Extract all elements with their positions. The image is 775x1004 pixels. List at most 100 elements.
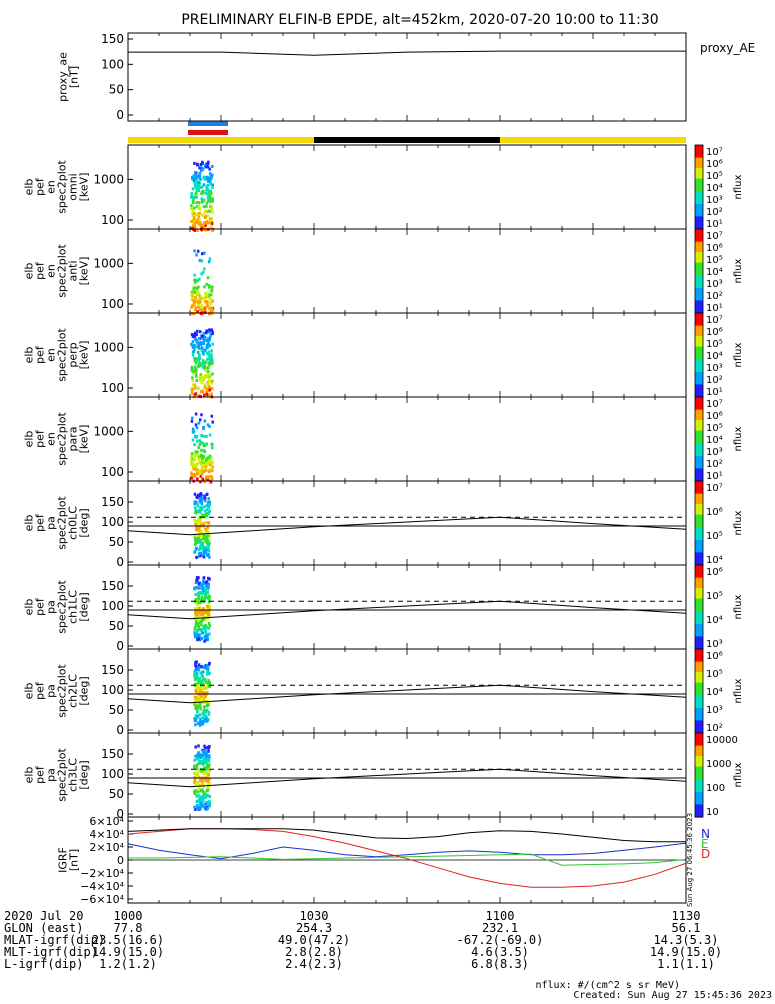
colorbar-cell xyxy=(695,722,703,726)
heat-cell xyxy=(207,459,211,463)
heat-cell xyxy=(210,414,214,418)
colorbar-cell xyxy=(695,329,703,333)
heat-cell xyxy=(198,258,202,262)
heat-cell xyxy=(206,366,210,370)
colorbar-cell xyxy=(695,577,703,581)
heat-cell xyxy=(194,715,198,719)
heat-cell xyxy=(200,381,204,385)
colorbar-cell xyxy=(695,424,703,427)
colorbar-cell xyxy=(695,373,703,377)
colorbar-cell xyxy=(695,382,703,385)
heat-cell xyxy=(192,332,195,336)
colorbar-cell xyxy=(695,756,703,759)
heat-cell xyxy=(196,205,199,209)
heat-cell xyxy=(209,463,212,467)
heat-cell xyxy=(195,462,199,466)
heat-cell xyxy=(204,686,208,690)
heat-cell xyxy=(191,438,195,442)
heat-cell xyxy=(194,412,198,416)
colorbar-cell xyxy=(695,235,703,238)
colorbar-cell xyxy=(695,636,703,640)
heat-cell xyxy=(211,186,214,190)
heat-cell xyxy=(191,379,195,383)
colorbar-cell xyxy=(695,745,703,749)
heat-cell xyxy=(196,386,200,390)
colorbar-cell xyxy=(695,514,703,518)
heat-cell xyxy=(193,331,197,335)
heat-cell xyxy=(208,344,211,348)
heat-cell xyxy=(194,192,197,196)
colorbar-cell xyxy=(695,743,703,747)
heat-cell xyxy=(203,443,207,447)
heat-cell xyxy=(210,476,214,480)
heat-cell xyxy=(197,291,201,295)
y-axis-label-line: ch2LC xyxy=(67,674,80,708)
heat-cell xyxy=(199,496,202,500)
colorbar-cell xyxy=(695,388,703,392)
heat-cell xyxy=(209,333,212,337)
y-axis-label-line: pef xyxy=(34,345,47,364)
heat-cell xyxy=(191,177,194,181)
heat-cell xyxy=(197,597,201,601)
heat-cell xyxy=(198,680,201,684)
heat-cell xyxy=(197,421,201,425)
heat-cell xyxy=(194,668,197,672)
colorbar-cell xyxy=(695,575,703,579)
heat-cell xyxy=(207,190,211,194)
heat-cell xyxy=(201,748,204,752)
heat-cell xyxy=(198,207,202,211)
heat-cell xyxy=(208,763,211,767)
heat-cell xyxy=(205,547,209,551)
y-axis-label-0: proxy_ae[nT] xyxy=(57,52,81,102)
heat-cell xyxy=(207,672,210,676)
y-tick-label: 150 xyxy=(101,579,124,593)
heat-cell xyxy=(202,425,205,429)
colorbar-cell xyxy=(695,567,703,570)
heat-cell xyxy=(206,214,209,218)
colorbar-cell xyxy=(695,609,703,612)
heat-cell xyxy=(208,388,211,392)
heat-cell xyxy=(194,782,197,786)
y-tick-label: −2×10⁴ xyxy=(80,867,124,880)
heat-cell xyxy=(194,372,198,376)
y-axis-label-line: en xyxy=(45,348,58,362)
heat-cell xyxy=(193,536,197,540)
colorbar-cell xyxy=(695,726,703,730)
heat-cell xyxy=(190,368,194,372)
colorbar-cell xyxy=(695,798,703,801)
heatmap-en_spec_anti xyxy=(190,249,215,316)
heat-cell xyxy=(204,305,208,309)
colorbar-cell xyxy=(695,693,703,696)
heat-cell xyxy=(197,206,201,210)
heat-cell xyxy=(207,260,211,264)
colorbar-cell xyxy=(695,409,703,413)
heat-cell xyxy=(194,704,198,708)
heat-cell xyxy=(201,612,204,616)
colorbar-cell xyxy=(695,344,703,348)
heat-cell xyxy=(207,542,211,546)
y-axis-label-line: elb xyxy=(23,599,36,616)
heat-cell xyxy=(207,221,211,225)
heat-cell xyxy=(211,210,214,214)
heat-cell xyxy=(199,671,202,675)
heat-cell xyxy=(195,676,199,680)
heat-cell xyxy=(197,600,200,604)
heat-cell xyxy=(205,492,209,496)
heat-cell xyxy=(193,212,196,216)
heat-cell xyxy=(193,372,196,376)
heat-cell xyxy=(204,680,208,684)
heat-cell xyxy=(200,185,204,189)
heat-cell xyxy=(191,312,194,316)
heat-cell xyxy=(206,276,210,280)
heat-cell xyxy=(201,309,205,313)
heat-cell xyxy=(195,630,199,634)
y-axis-label-line: spec2plot xyxy=(56,664,69,718)
colorbar-cell xyxy=(695,464,703,467)
heat-cell xyxy=(193,370,196,374)
heat-cell xyxy=(195,781,199,785)
heat-cell xyxy=(211,461,214,465)
heat-cell xyxy=(197,337,201,341)
colorbar-cell xyxy=(695,476,703,480)
heat-cell xyxy=(193,290,197,294)
